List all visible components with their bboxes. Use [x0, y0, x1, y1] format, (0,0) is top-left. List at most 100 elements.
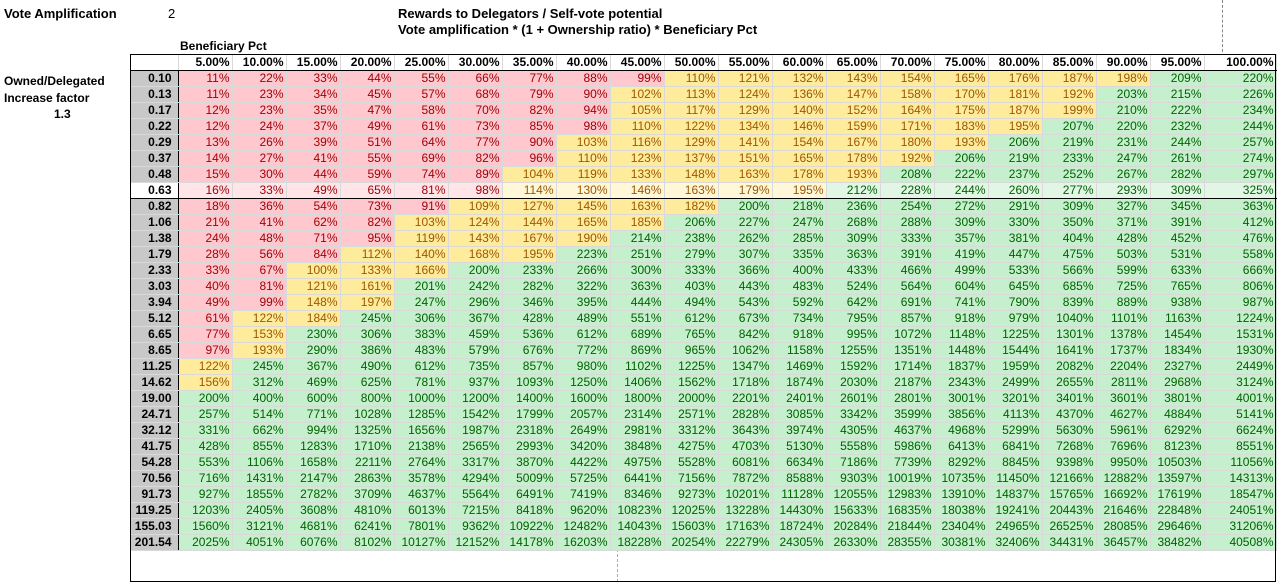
grid-cell[interactable]: 12%: [178, 118, 233, 135]
grid-cell[interactable]: 10503%: [1150, 454, 1205, 471]
grid-cell[interactable]: 937%: [448, 374, 503, 391]
grid-cell[interactable]: 2211%: [340, 454, 395, 471]
grid-cell[interactable]: 13597%: [1150, 470, 1205, 487]
grid-cell[interactable]: 325%: [1204, 182, 1277, 199]
grid-cell[interactable]: 918%: [772, 326, 827, 343]
grid-cell[interactable]: 7419%: [556, 486, 611, 503]
grid-cell[interactable]: 395%: [556, 294, 611, 311]
grid-cell[interactable]: 1658%: [286, 454, 341, 471]
grid-cell[interactable]: 499%: [934, 262, 989, 279]
grid-cell[interactable]: 291%: [988, 198, 1043, 215]
grid-cell[interactable]: 55%: [340, 150, 395, 167]
grid-cell[interactable]: 12983%: [880, 486, 935, 503]
grid-cell[interactable]: 553%: [178, 454, 233, 471]
grid-cell[interactable]: 223%: [556, 246, 611, 263]
grid-cell[interactable]: 68%: [448, 86, 503, 103]
grid-cell[interactable]: 70%: [448, 102, 503, 119]
grid-cell[interactable]: 3578%: [394, 470, 449, 487]
grid-cell[interactable]: 8123%: [1150, 438, 1205, 455]
grid-cell[interactable]: 2318%: [502, 422, 557, 439]
column-header[interactable]: 95.00%: [1150, 54, 1205, 71]
grid-cell[interactable]: 95%: [340, 230, 395, 247]
grid-cell[interactable]: 6441%: [610, 470, 665, 487]
grid-cell[interactable]: 4275%: [664, 438, 719, 455]
grid-cell[interactable]: 4703%: [718, 438, 773, 455]
grid-cell[interactable]: 1106%: [232, 454, 287, 471]
grid-cell[interactable]: 5558%: [826, 438, 881, 455]
grid-cell[interactable]: 127%: [502, 198, 557, 215]
grid-cell[interactable]: 226%: [1204, 86, 1277, 103]
vote-amplification-label[interactable]: Vote Amplification: [4, 6, 117, 21]
grid-cell[interactable]: 165%: [934, 70, 989, 87]
grid-cell[interactable]: 6624%: [1204, 422, 1277, 439]
grid-cell[interactable]: 16692%: [1096, 486, 1151, 503]
grid-cell[interactable]: 285%: [772, 230, 827, 247]
grid-cell[interactable]: 1531%: [1204, 326, 1277, 343]
row-header[interactable]: 0.10: [130, 70, 179, 87]
grid-cell[interactable]: 9620%: [556, 502, 611, 519]
grid-cell[interactable]: 735%: [448, 358, 503, 375]
grid-cell[interactable]: 89%: [448, 166, 503, 183]
grid-cell[interactable]: 1158%: [772, 342, 827, 359]
grid-cell[interactable]: 3001%: [934, 390, 989, 407]
grid-cell[interactable]: 119%: [556, 166, 611, 183]
grid-cell[interactable]: 2993%: [502, 438, 557, 455]
grid-cell[interactable]: 195%: [502, 246, 557, 263]
grid-cell[interactable]: 666%: [1204, 262, 1277, 279]
grid-cell[interactable]: 147%: [826, 86, 881, 103]
grid-cell[interactable]: 146%: [610, 182, 665, 199]
grid-cell[interactable]: 12166%: [1042, 470, 1097, 487]
grid-cell[interactable]: 11%: [178, 70, 233, 87]
grid-cell[interactable]: 266%: [556, 262, 611, 279]
grid-cell[interactable]: 153%: [232, 326, 287, 343]
grid-cell[interactable]: 14837%: [988, 486, 1043, 503]
beneficiary-pct-label[interactable]: Beneficiary Pct: [180, 39, 267, 53]
grid-cell[interactable]: 14313%: [1204, 470, 1277, 487]
grid-cell[interactable]: 489%: [556, 310, 611, 327]
grid-cell[interactable]: 855%: [232, 438, 287, 455]
grid-cell[interactable]: 13%: [178, 134, 233, 151]
grid-cell[interactable]: 100%: [286, 262, 341, 279]
grid-cell[interactable]: 469%: [286, 374, 341, 391]
grid-cell[interactable]: 3312%: [664, 422, 719, 439]
grid-cell[interactable]: 6013%: [394, 502, 449, 519]
grid-cell[interactable]: 12055%: [826, 486, 881, 503]
grid-cell[interactable]: 1560%: [178, 518, 233, 535]
grid-cell[interactable]: 198%: [1096, 70, 1151, 87]
grid-cell[interactable]: 28355%: [880, 534, 935, 551]
row-header[interactable]: 155.03: [130, 518, 179, 535]
grid-cell[interactable]: 247%: [1096, 150, 1151, 167]
grid-cell[interactable]: 56%: [232, 246, 287, 263]
grid-cell[interactable]: 1148%: [934, 326, 989, 343]
grid-cell[interactable]: 233%: [502, 262, 557, 279]
grid-cell[interactable]: 869%: [610, 342, 665, 359]
grid-cell[interactable]: 3801%: [1150, 390, 1205, 407]
grid-cell[interactable]: 633%: [1150, 262, 1205, 279]
grid-cell[interactable]: 140%: [772, 102, 827, 119]
grid-cell[interactable]: 1562%: [664, 374, 719, 391]
grid-cell[interactable]: 130%: [556, 182, 611, 199]
column-header[interactable]: 85.00%: [1042, 54, 1097, 71]
grid-cell[interactable]: 604%: [934, 278, 989, 295]
grid-cell[interactable]: 367%: [448, 310, 503, 327]
column-header[interactable]: 55.00%: [718, 54, 773, 71]
grid-cell[interactable]: 122%: [178, 358, 233, 375]
grid-cell[interactable]: 1301%: [1042, 326, 1097, 343]
grid-cell[interactable]: 1101%: [1096, 310, 1151, 327]
grid-cell[interactable]: 24051%: [1204, 502, 1277, 519]
row-header[interactable]: 5.12: [130, 310, 179, 327]
grid-cell[interactable]: 10922%: [502, 518, 557, 535]
grid-cell[interactable]: 181%: [988, 86, 1043, 103]
grid-cell[interactable]: 771%: [286, 406, 341, 423]
grid-cell[interactable]: 333%: [880, 230, 935, 247]
grid-cell[interactable]: 927%: [178, 486, 233, 503]
grid-cell[interactable]: 400%: [772, 262, 827, 279]
corner-cell[interactable]: [130, 54, 179, 71]
grid-cell[interactable]: 734%: [772, 310, 827, 327]
grid-cell[interactable]: 109%: [448, 198, 503, 215]
grid-cell[interactable]: 514%: [232, 406, 287, 423]
grid-cell[interactable]: 444%: [610, 294, 665, 311]
grid-cell[interactable]: 600%: [286, 390, 341, 407]
grid-cell[interactable]: 119%: [394, 230, 449, 247]
grid-cell[interactable]: 307%: [718, 246, 773, 263]
